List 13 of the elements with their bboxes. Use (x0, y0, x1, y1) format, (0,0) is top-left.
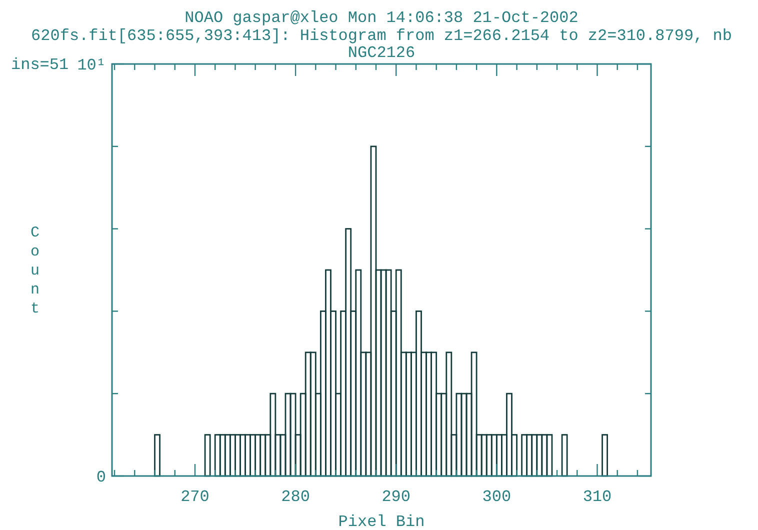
y-tick-label: 10¹ (77, 56, 106, 75)
x-tick-label: 290 (382, 488, 411, 506)
x-axis-title: Pixel Bin (338, 513, 425, 530)
x-tick-label: 280 (281, 488, 310, 506)
x-tick-label: 310 (582, 488, 612, 506)
y-axis-title: Count (26, 224, 44, 320)
x-tick-label: 300 (482, 488, 512, 506)
chart-subtitle: 620fs.fit[635:655,393:413]: Histogram from z1=266.2154 to z2=310.8799, nb (31, 27, 732, 45)
y-tick-label: 0 (96, 468, 106, 487)
chart-title: NOAO gaspar@xleo Mon 14:06:38 21-Oct-2002 (184, 9, 578, 27)
text: NGC2126 (348, 44, 416, 62)
x-tick-label: 270 (180, 488, 210, 506)
text: ins=51 (11, 56, 69, 74)
